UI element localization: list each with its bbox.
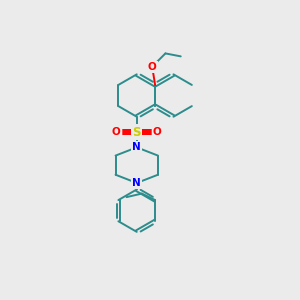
Text: O: O (112, 127, 121, 137)
Text: N: N (132, 142, 141, 152)
Text: S: S (133, 125, 141, 139)
Text: O: O (153, 127, 162, 137)
Text: O: O (148, 62, 157, 72)
Text: N: N (132, 178, 141, 188)
